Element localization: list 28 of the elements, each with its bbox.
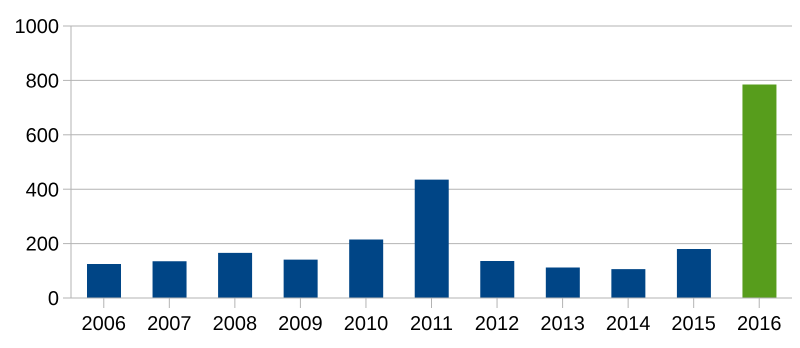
y-tick-label: 0 [48,288,59,310]
x-tick-label: 2013 [540,313,585,336]
x-tick-label: 2010 [344,313,388,336]
x-tick-label: 2008 [212,313,258,336]
bar [611,269,646,298]
y-tick-label: 400 [26,179,59,202]
bar [546,268,580,298]
bar [742,84,776,298]
bar [414,180,449,298]
bar [676,249,711,298]
bar [152,261,187,298]
y-tick-label: 1000 [14,16,59,38]
x-tick-label: 2006 [82,313,126,336]
y-tick-label: 800 [26,70,59,92]
bar [480,261,514,298]
x-tick-label: 2011 [410,313,454,336]
x-tick-label: 2007 [147,313,192,336]
bar [284,260,318,298]
bar [87,264,121,298]
x-tick-label: 2016 [736,313,782,336]
x-tick-label: 2015 [671,313,716,336]
x-tick-label: 2012 [474,313,520,336]
bar [349,240,384,298]
x-tick-label: 2014 [606,313,650,336]
y-tick-label: 200 [26,234,59,256]
bar [218,252,252,298]
y-tick-label: 600 [26,124,59,147]
x-tick-label: 2009 [278,313,323,336]
